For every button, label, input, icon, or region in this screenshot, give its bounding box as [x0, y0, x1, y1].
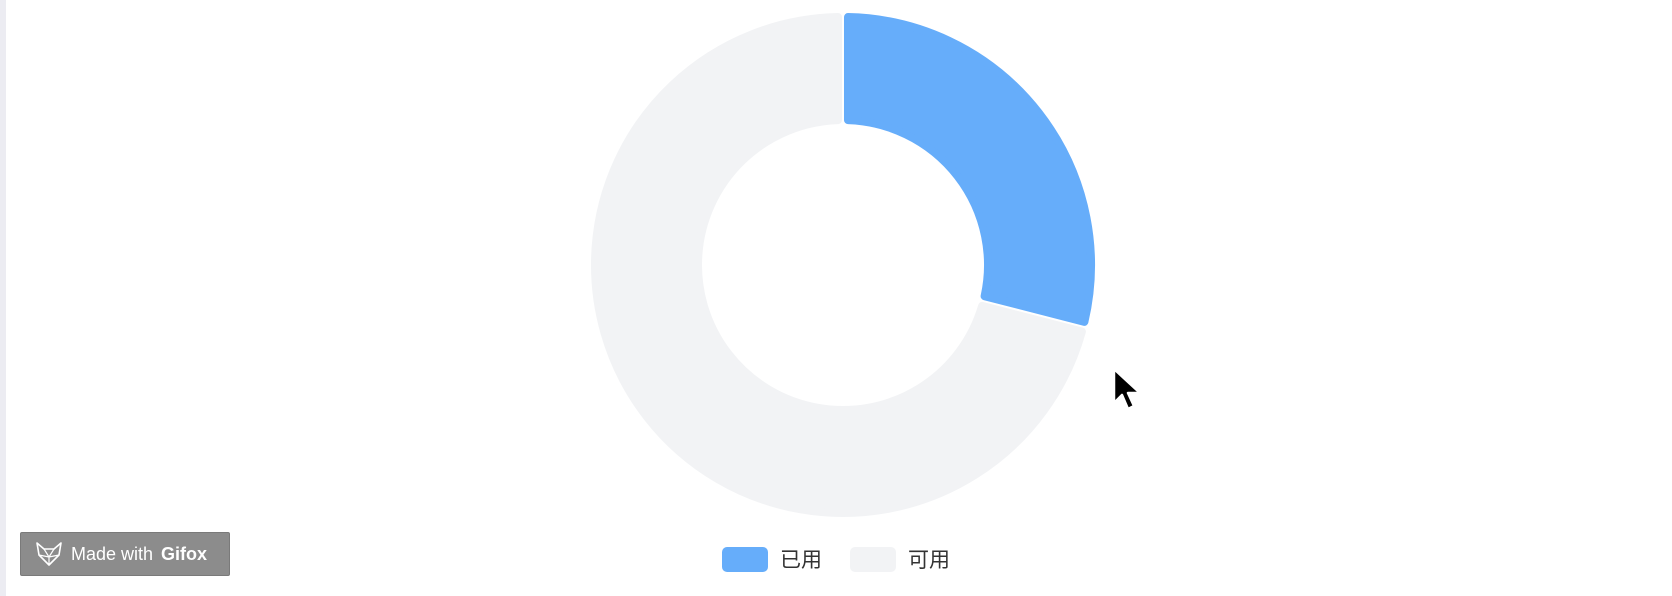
left-edge-strip: [0, 0, 6, 596]
legend-label-used: 已用: [780, 548, 822, 572]
legend-swatch-available: [850, 546, 896, 572]
arrow-cursor-icon: [1112, 367, 1142, 411]
watermark-brand: Gifox: [161, 543, 208, 564]
gifox-watermark: Made with Gifox: [20, 532, 230, 576]
legend-item-used[interactable]: 已用: [722, 544, 822, 574]
donut-slice-available[interactable]: [591, 13, 1086, 517]
watermark-prefix: Made with: [71, 543, 154, 564]
legend-swatch-used: [722, 546, 768, 572]
legend-item-available[interactable]: 可用: [850, 544, 950, 574]
chart-legend: 已用 可用: [0, 544, 1672, 574]
fox-logo-icon: [36, 542, 62, 566]
donut-slice-used[interactable]: [843, 13, 1095, 326]
legend-label-available: 可用: [908, 548, 950, 572]
